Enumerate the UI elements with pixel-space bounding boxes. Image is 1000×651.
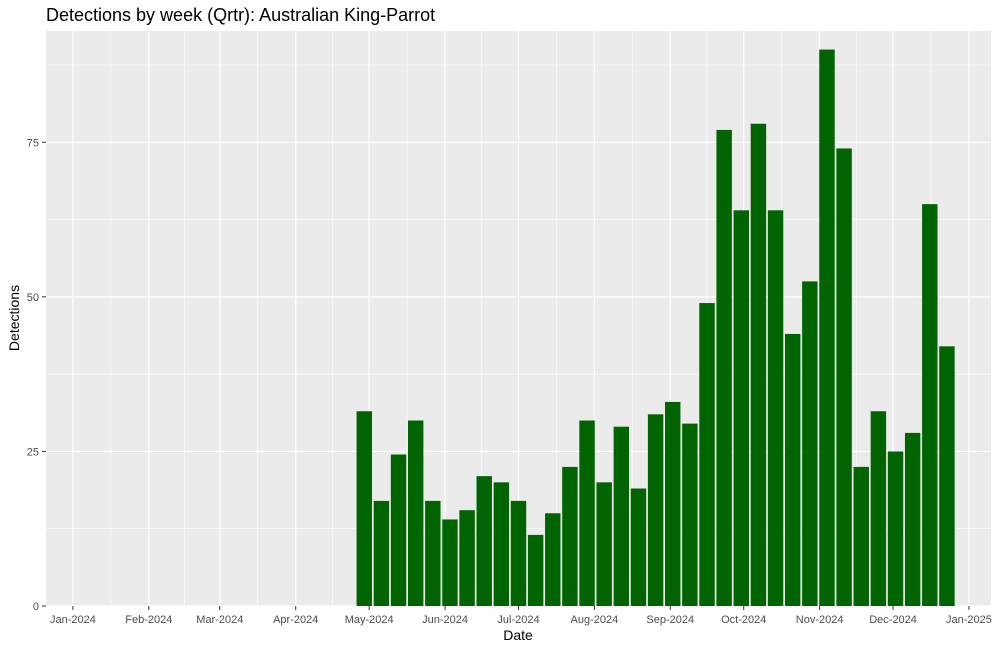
bar (647, 414, 664, 606)
bar (613, 426, 630, 606)
bar (784, 333, 801, 606)
bar (750, 123, 767, 606)
bar (767, 210, 784, 606)
y-tick-label: 50 (27, 292, 39, 304)
bar (939, 346, 955, 606)
bar (510, 500, 527, 606)
x-axis-ticks: Jan-2024 Feb-2024 Mar-2024 Apr-2024 May-2024… (50, 606, 992, 626)
bar (493, 482, 510, 606)
bar (459, 510, 475, 606)
x-tick-label: Aug-2024 (571, 614, 619, 626)
bar (425, 500, 441, 606)
x-tick-label: Nov-2024 (796, 614, 844, 626)
x-tick-label: Apr-2024 (273, 614, 318, 626)
bar (596, 482, 612, 606)
x-tick-label: Jan-2024 (50, 614, 96, 626)
bar (442, 519, 458, 606)
bar (716, 129, 732, 606)
bar (699, 303, 715, 606)
bar (665, 401, 681, 606)
x-tick-label: Feb-2024 (125, 614, 172, 626)
y-axis-ticks: 0 25 50 75 (27, 137, 46, 613)
y-axis-title: Detections (6, 285, 22, 351)
bar (527, 534, 544, 606)
bar (407, 420, 424, 606)
chart-title: Detections by week (Qrtr): Australian Ki… (46, 5, 435, 25)
bar (630, 488, 647, 606)
bar (802, 281, 818, 606)
x-tick-label: May-2024 (345, 614, 394, 626)
bars (356, 49, 955, 606)
bar (904, 432, 921, 606)
bar (373, 500, 390, 606)
bar (922, 204, 938, 606)
y-tick-label: 25 (27, 446, 39, 458)
bar (836, 148, 852, 606)
x-tick-label: Jun-2024 (422, 614, 468, 626)
bar (853, 466, 869, 606)
bar (356, 411, 372, 606)
y-tick-label: 75 (27, 137, 39, 149)
bar (733, 210, 749, 606)
bar (545, 513, 561, 606)
bar (562, 466, 578, 606)
x-tick-label: Sep-2024 (646, 614, 694, 626)
bar (682, 423, 698, 606)
x-axis-title: Date (503, 627, 533, 643)
bar (870, 411, 887, 606)
x-tick-label: Dec-2024 (869, 614, 917, 626)
x-tick-label: Mar-2024 (196, 614, 243, 626)
bar (476, 476, 492, 606)
bar (819, 49, 835, 606)
bar (390, 454, 407, 606)
y-tick-label: 0 (33, 601, 39, 613)
x-tick-label: Jul-2024 (497, 614, 539, 626)
x-tick-label: Jan-2025 (946, 614, 992, 626)
bar (579, 420, 595, 606)
bar (887, 451, 904, 606)
x-tick-label: Oct-2024 (721, 614, 766, 626)
